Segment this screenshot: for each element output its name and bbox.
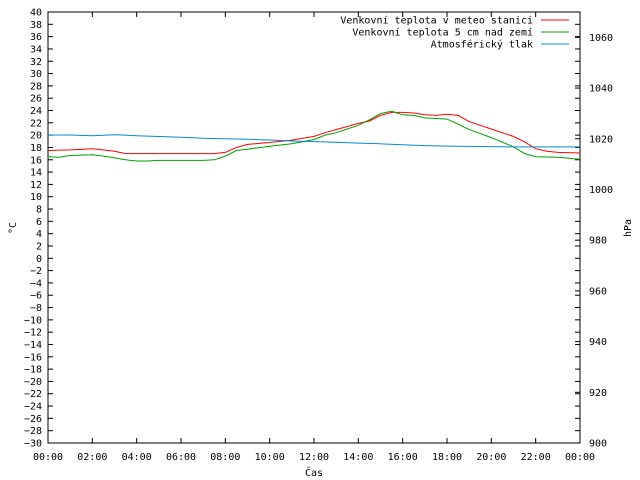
series-line-1 <box>47 110 581 162</box>
y-tick-label: 10 <box>30 192 42 203</box>
x-tick-label: 00:00 <box>33 452 63 463</box>
x-tick-label: 14:00 <box>343 452 373 463</box>
y-axis-label: °C <box>8 222 19 234</box>
y-tick-label: 22 <box>30 118 42 129</box>
y2-tick-label: 980 <box>589 236 607 247</box>
y-tick-label: 30 <box>30 69 42 80</box>
x-tick-label: 18:00 <box>432 452 462 463</box>
x-axis-label: Čas <box>305 466 323 479</box>
x-tick-label: 08:00 <box>210 452 240 463</box>
x-tick-label: 20:00 <box>476 452 506 463</box>
plot-frame <box>47 11 581 444</box>
y2-axis-ticks: 1060 1040 1020 1000 980 960 940 920 900 <box>575 33 613 450</box>
y2-axis-label: hPa <box>623 219 634 237</box>
y-tick-label: 38 <box>30 20 42 31</box>
y-tick-label: 34 <box>30 44 42 55</box>
y2-tick-label: 1020 <box>589 134 613 145</box>
y-axis-ticks: 4038363432302826242220181614121086420−2−… <box>24 8 580 450</box>
y-tick-label: 24 <box>30 106 42 117</box>
y-tick-label: 12 <box>30 180 42 191</box>
legend: Venkovní teplota v meteo staniciVenkovní… <box>340 15 569 51</box>
y-tick-label: 36 <box>30 32 42 43</box>
y-tick-label: 4 <box>36 229 42 240</box>
y-tick-label: 0 <box>36 254 42 265</box>
y-tick-label: −12 <box>24 328 42 339</box>
x-tick-label: 12:00 <box>299 452 329 463</box>
y-tick-label: −24 <box>24 402 42 413</box>
y2-tick-label: 940 <box>589 337 607 348</box>
series-line-0 <box>47 111 581 155</box>
y-tick-label: 6 <box>36 217 42 228</box>
y-tick-label: 26 <box>30 94 42 105</box>
y-tick-label: 20 <box>30 131 42 142</box>
y-tick-label: −16 <box>24 352 42 363</box>
y-tick-label: −22 <box>24 389 42 400</box>
y-tick-label: −4 <box>30 278 42 289</box>
y2-tick-label: 1000 <box>589 185 613 196</box>
y-tick-label: 18 <box>30 143 42 154</box>
legend-label: Atmosférický tlak <box>431 39 533 51</box>
x-tick-label: 02:00 <box>77 452 107 463</box>
y-tick-label: 32 <box>30 57 42 68</box>
y-tick-label: 2 <box>36 241 42 252</box>
x-axis-ticks: 00:00 02:00 04:00 06:00 08:00 10:00 12:00 14:00… <box>33 12 595 463</box>
y-tick-label: 14 <box>30 168 42 179</box>
x-tick-label: 10:00 <box>255 452 285 463</box>
x-tick-label: 16:00 <box>388 452 418 463</box>
y2-tick-label: 1060 <box>589 33 613 44</box>
x-tick-label: 00:00 <box>565 452 595 463</box>
x-tick-label: 06:00 <box>166 452 196 463</box>
y-tick-label: 16 <box>30 155 42 166</box>
y-tick-label: −8 <box>30 303 42 314</box>
y-tick-label: 28 <box>30 81 42 92</box>
legend-label: Venkovní teplota 5 cm nad zemí <box>352 27 533 39</box>
legend-label: Venkovní teplota v meteo stanici <box>340 15 533 27</box>
y-tick-label: −20 <box>24 377 42 388</box>
y-tick-label: −10 <box>24 315 42 326</box>
y-tick-label: −2 <box>30 266 42 277</box>
y-tick-label: 8 <box>36 205 42 216</box>
y-tick-label: −18 <box>24 365 42 376</box>
y2-tick-label: 1040 <box>589 84 613 95</box>
series-lines <box>47 110 581 162</box>
y-tick-label: −28 <box>24 426 42 437</box>
x-tick-label: 04:00 <box>122 452 152 463</box>
y-tick-label: −26 <box>24 414 42 425</box>
y2-tick-label: 900 <box>589 439 607 450</box>
y-tick-label: −6 <box>30 291 42 302</box>
y2-tick-label: 960 <box>589 286 607 297</box>
y-tick-label: −14 <box>24 340 42 351</box>
series-line-2 <box>48 134 580 148</box>
y2-tick-label: 920 <box>589 388 607 399</box>
x-tick-label: 22:00 <box>521 452 551 463</box>
y-tick-label: 40 <box>30 8 42 19</box>
y-tick-label: −30 <box>24 439 42 450</box>
